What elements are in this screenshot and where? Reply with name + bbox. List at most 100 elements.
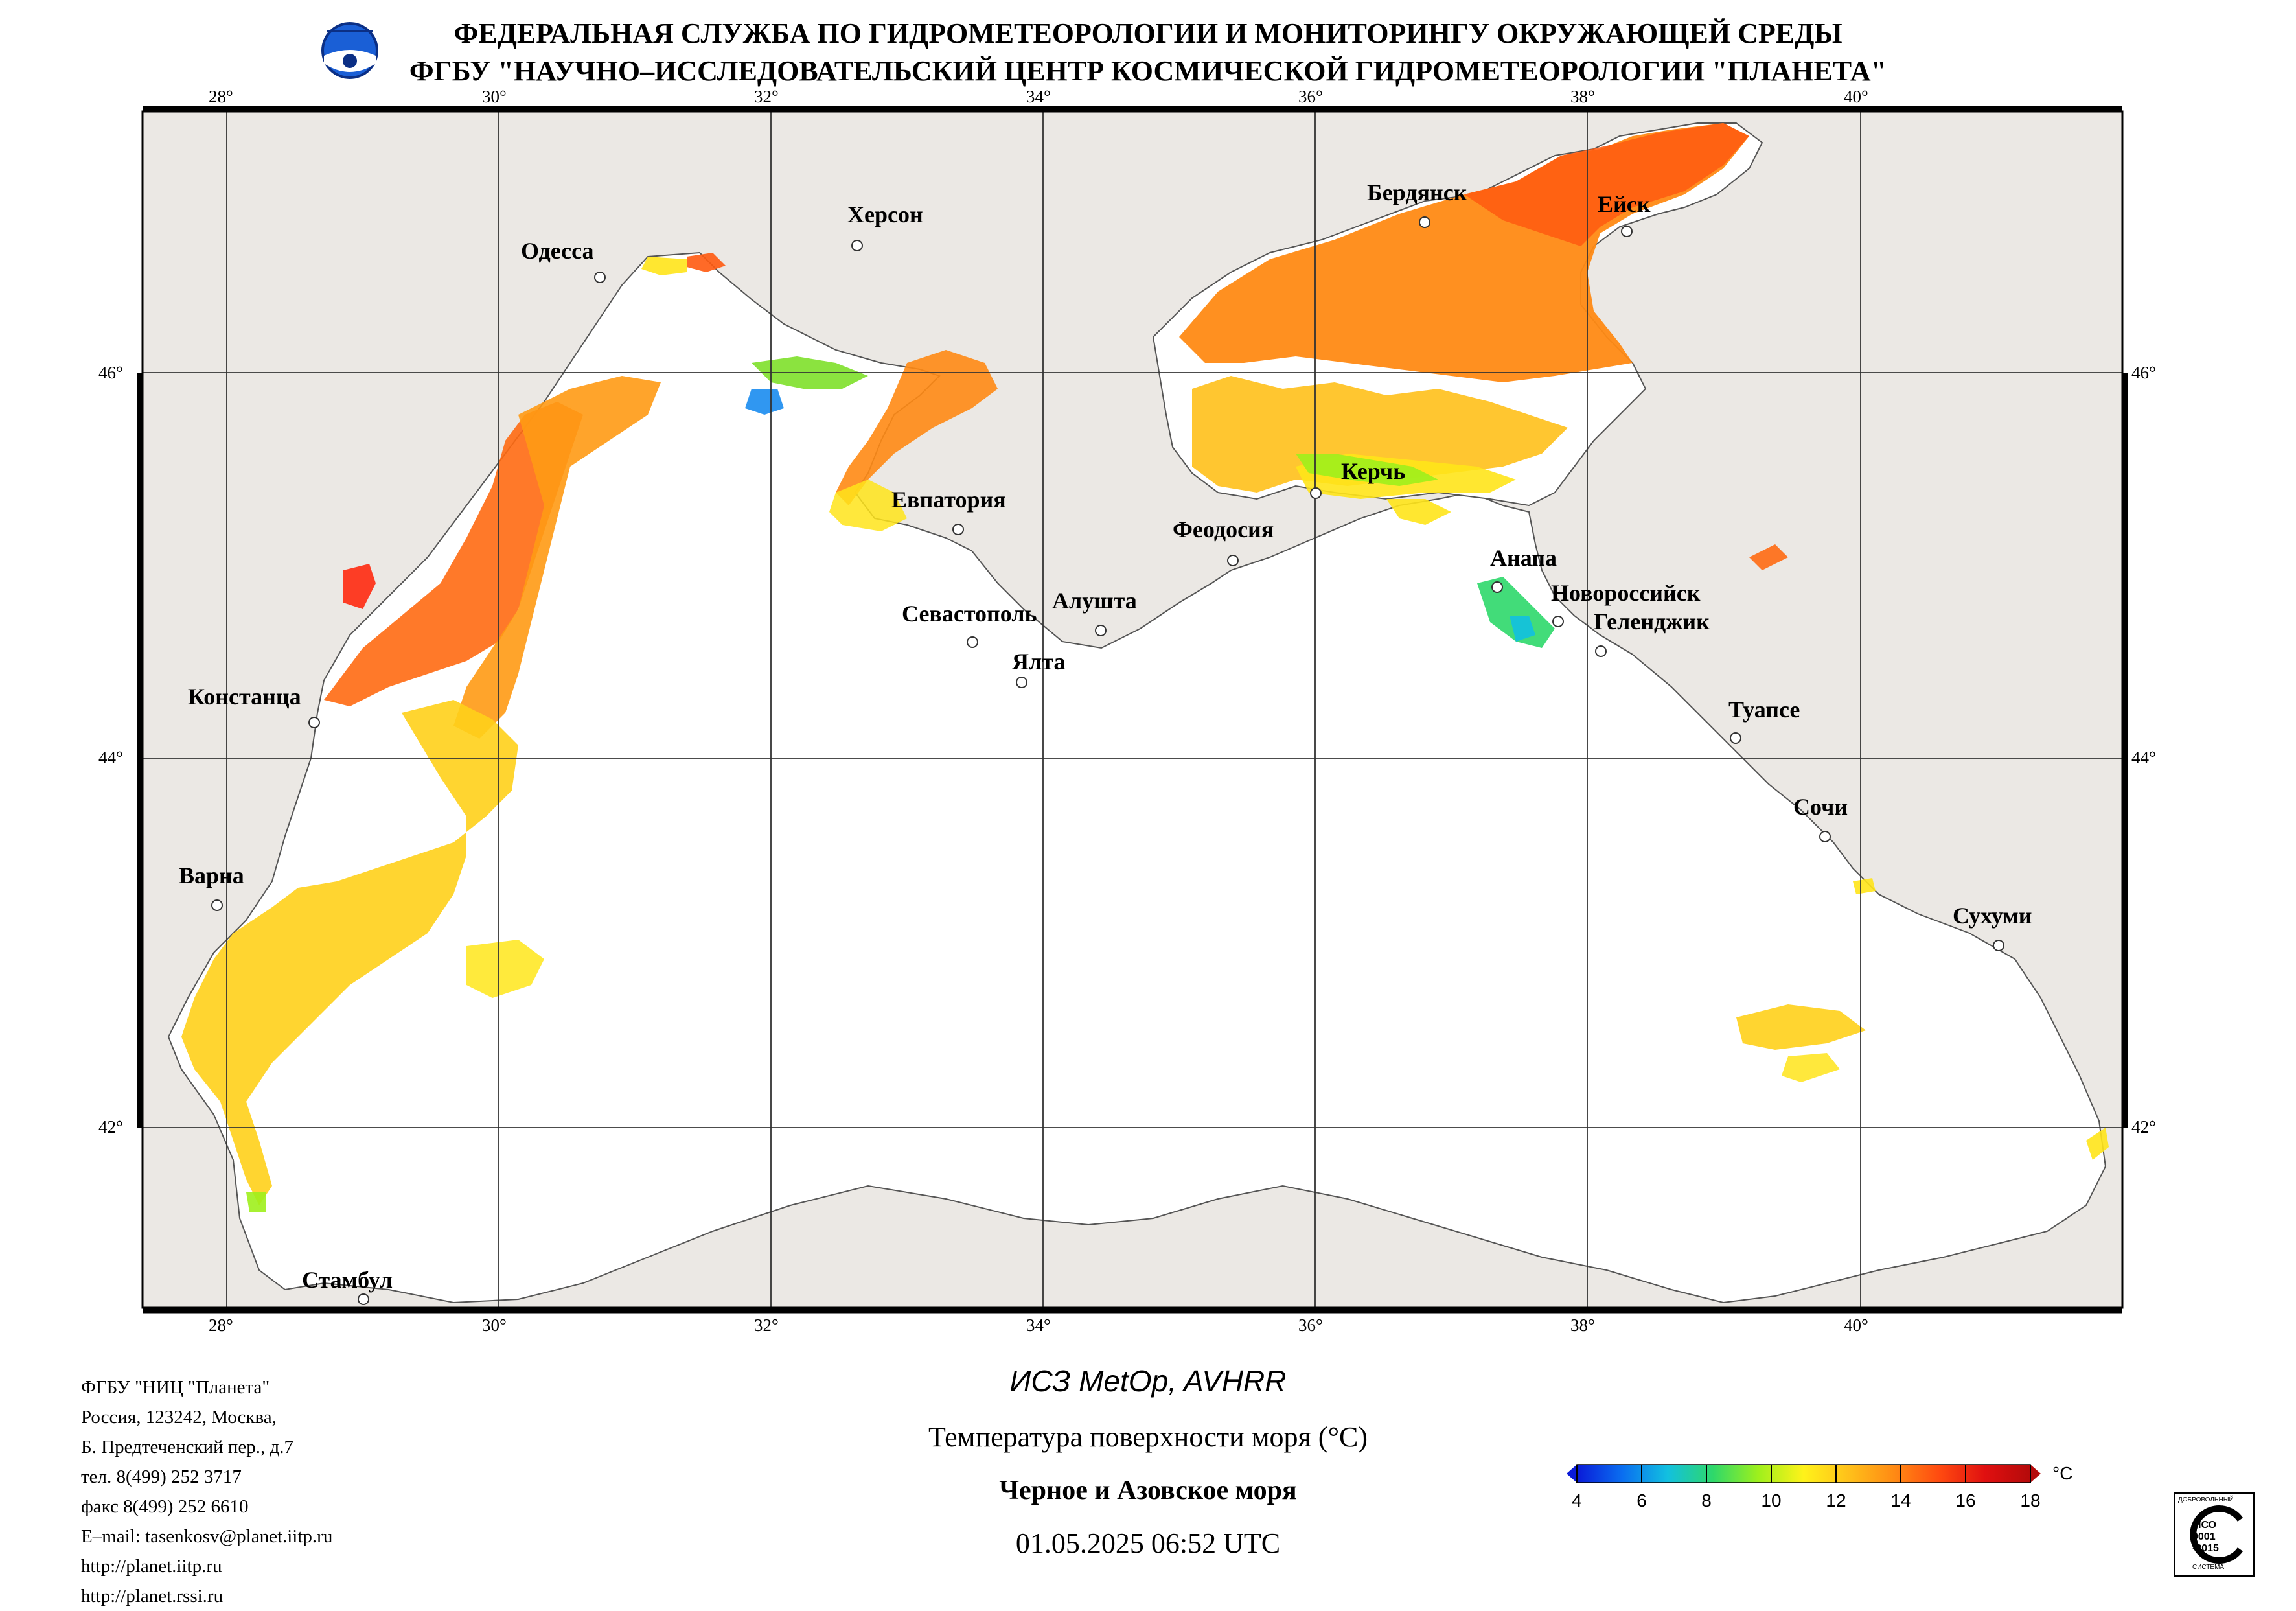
city-marker — [1993, 940, 2004, 951]
city-marker — [594, 272, 606, 283]
city-label: Феодосия — [1173, 516, 1274, 542]
city-label: Алушта — [1052, 588, 1137, 614]
cert-line: -2015 — [2192, 1543, 2219, 1554]
city-marker — [1491, 581, 1503, 593]
colorbar-tick-label: 12 — [1826, 1490, 1846, 1511]
city-marker — [952, 524, 964, 535]
lat-label-right: 42° — [2131, 1117, 2156, 1137]
city-marker — [1730, 732, 1741, 744]
org-line: Россия, 123242, Москва, — [81, 1407, 277, 1428]
lon-label-bottom: 30° — [482, 1315, 507, 1335]
org-line[interactable]: http://planet.rssi.ru — [81, 1586, 224, 1606]
colorbar-unit: °C — [2052, 1463, 2073, 1483]
colorbar — [1567, 1464, 2041, 1483]
lon-label-top: 28° — [209, 87, 233, 106]
lon-label-top: 32° — [754, 87, 779, 106]
city-label: Херсон — [847, 202, 923, 227]
lat-label-left: 42° — [98, 1117, 123, 1137]
header-line-2: ФГБУ "НАУЧНО–ИССЛЕДОВАТЕЛЬСКИЙ ЦЕНТР КОС… — [409, 55, 1887, 87]
lat-label-left: 44° — [98, 748, 123, 767]
satellite-caption: ИСЗ MetOp, AVHRR — [1009, 1364, 1287, 1398]
city-marker — [967, 636, 978, 648]
sst-overlay — [181, 123, 2109, 1212]
org-info: ФГБУ "НИЦ "Планета" Россия, 123242, Моск… — [81, 1373, 332, 1611]
city-marker — [1621, 226, 1633, 237]
city-label: Одесса — [521, 238, 594, 264]
lon-label-bottom: 40° — [1844, 1315, 1868, 1335]
city-marker — [1819, 831, 1831, 842]
colorbar-tick-label: 18 — [2020, 1490, 2041, 1511]
colorbar-tick-mark — [2030, 1465, 2031, 1483]
city-label: Севастополь — [902, 601, 1037, 627]
datetime-caption: 01.05.2025 06:52 UTC — [1015, 1527, 1281, 1559]
city-marker — [1310, 487, 1322, 499]
colorbar-tick-label: 14 — [1890, 1490, 1911, 1511]
city-marker — [1095, 625, 1107, 636]
lon-label-top: 38° — [1570, 87, 1595, 106]
city-label: Туапсе — [1728, 697, 1800, 723]
colorbar-tick-label: 4 — [1572, 1490, 1582, 1511]
lon-label-top: 30° — [482, 87, 507, 106]
lon-label-top: 40° — [1844, 87, 1868, 106]
city-label: Констанца — [188, 684, 301, 710]
org-line: E–mail: tasenkosv@planet.iitp.ru — [81, 1526, 333, 1547]
parameter-caption: Температура поверхности моря (°C) — [928, 1421, 1368, 1453]
cert-line: СИСТЕМА — [2192, 1564, 2225, 1571]
city-label: Ялта — [1012, 649, 1066, 675]
city-marker — [358, 1293, 369, 1305]
city-marker — [1016, 677, 1027, 688]
cert-line: ДОБРОВОЛЬНЫЙ — [2178, 1496, 2234, 1503]
cert-line: ИСО — [2194, 1520, 2217, 1531]
city-marker — [211, 899, 223, 911]
lat-label-right: 46° — [2131, 363, 2156, 382]
lat-label-right: 44° — [2131, 748, 2156, 767]
city-label: Ейск — [1598, 191, 1651, 217]
city-label: Евпатория — [891, 487, 1006, 513]
colorbar-tick-label: 6 — [1636, 1490, 1647, 1511]
city-label: Стамбул — [302, 1267, 393, 1293]
org-line: факс 8(499) 252 6610 — [81, 1496, 249, 1517]
city-label: Сочи — [1793, 794, 1848, 820]
agency-logo — [317, 18, 382, 83]
lat-label-left: 46° — [98, 363, 123, 382]
city-label: Варна — [179, 863, 244, 888]
region-caption: Черное и Азовское моря — [999, 1476, 1297, 1505]
city-label: Геленджик — [1594, 608, 1710, 634]
colorbar-tick-label: 16 — [1955, 1490, 1976, 1511]
lon-label-bottom: 34° — [1026, 1315, 1051, 1335]
lon-label-bottom: 38° — [1570, 1315, 1595, 1335]
city-marker — [1595, 645, 1607, 657]
city-label: Новороссийск — [1551, 580, 1701, 606]
lon-label-top: 34° — [1026, 87, 1051, 106]
colorbar-tick-label: 8 — [1701, 1490, 1712, 1511]
city-marker — [851, 240, 863, 251]
city-marker — [1552, 616, 1564, 627]
graticule — [143, 111, 2122, 1308]
colorbar-tick-mark — [1641, 1465, 1642, 1483]
city-label: Бердянск — [1367, 180, 1467, 205]
colorbar-tick-label: 10 — [1761, 1490, 1782, 1511]
city-label: Сухуми — [1953, 903, 2032, 929]
colorbar-tick-mark — [1706, 1465, 1707, 1483]
lon-label-top: 36° — [1298, 87, 1323, 106]
colorbar-tick-mark — [1900, 1465, 1901, 1483]
iso-certification-logo: ДОБРОВОЛЬНЫЙ ИСО 9001 -2015 СИСТЕМА — [2174, 1492, 2255, 1577]
city-marker — [308, 717, 320, 728]
lon-label-bottom: 36° — [1298, 1315, 1323, 1335]
colorbar-tick-mark — [1576, 1465, 1578, 1483]
org-line: тел. 8(499) 252 3717 — [81, 1466, 242, 1487]
org-line: ФГБУ "НИЦ "Планета" — [81, 1377, 270, 1398]
lon-label-bottom: 32° — [754, 1315, 779, 1335]
colorbar-tick-mark — [1835, 1465, 1837, 1483]
city-label: Анапа — [1490, 545, 1557, 571]
frame-border — [137, 106, 2128, 1314]
cert-line: 9001 — [2192, 1531, 2216, 1542]
black-sea — [167, 251, 2107, 1304]
city-label: Керчь — [1341, 458, 1406, 484]
colorbar-tick-mark — [1771, 1465, 1772, 1483]
header-line-1: ФЕДЕРАЛЬНАЯ СЛУЖБА ПО ГИДРОМЕТЕОРОЛОГИИ … — [453, 17, 1843, 49]
city-marker — [1227, 555, 1239, 566]
city-marker — [1419, 216, 1430, 228]
org-line[interactable]: http://planet.iitp.ru — [81, 1556, 222, 1577]
